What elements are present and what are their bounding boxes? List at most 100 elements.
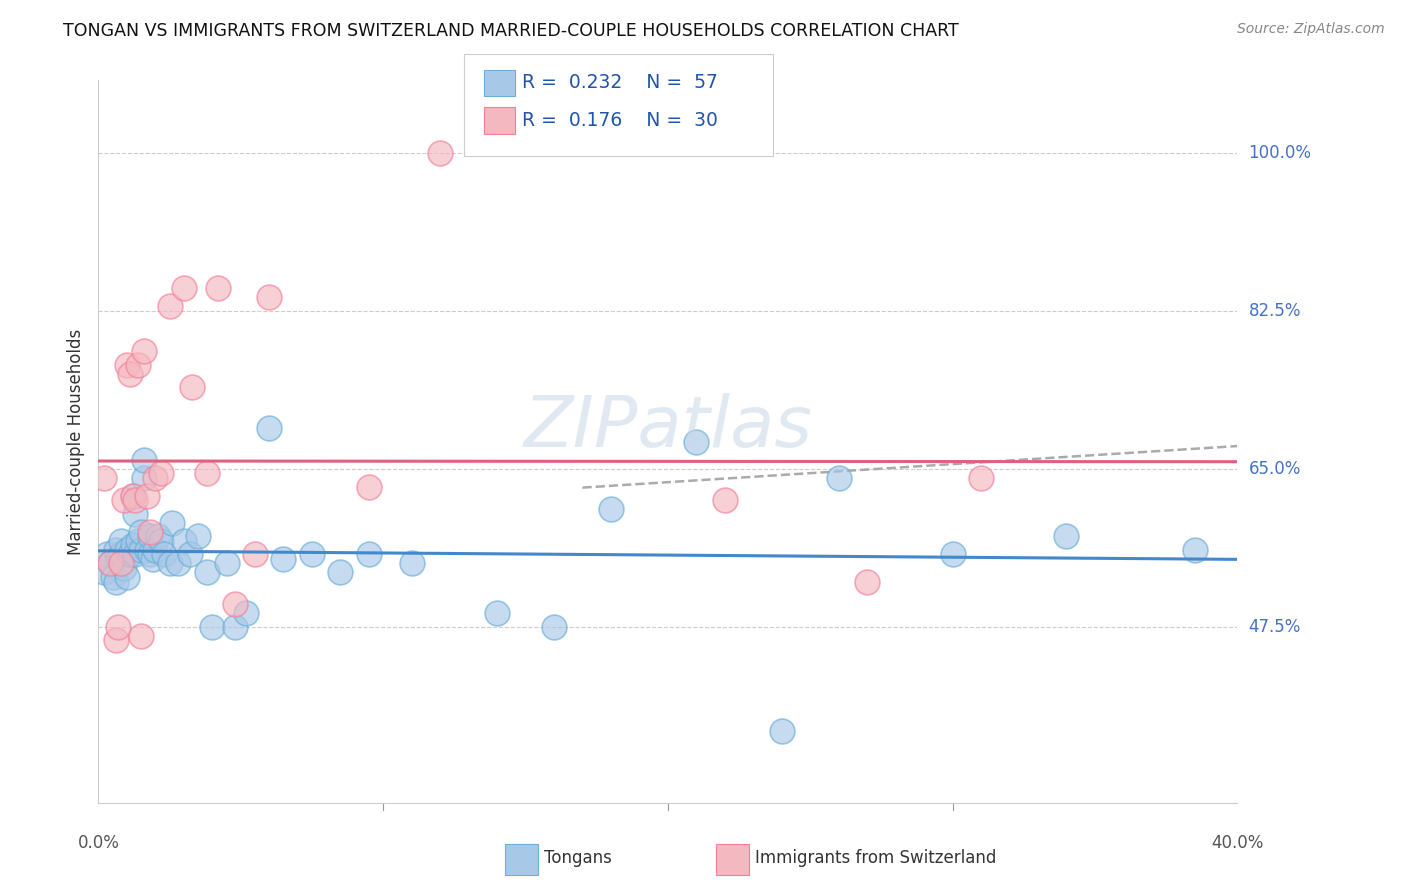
Point: [1184, 542, 1206, 557]
Point: [132, 452, 155, 467]
Point: [132, 471, 155, 485]
Point: [112, 561, 135, 575]
Point: [543, 620, 565, 634]
Point: [856, 574, 879, 589]
Text: Tongans: Tongans: [544, 849, 612, 867]
Point: [124, 493, 146, 508]
Point: [148, 529, 170, 543]
Point: [104, 574, 127, 589]
Point: [173, 533, 195, 548]
Point: [243, 548, 266, 562]
Point: [129, 524, 152, 539]
Point: [110, 557, 132, 571]
Point: [107, 552, 129, 566]
Point: [118, 548, 141, 562]
Point: [145, 542, 167, 557]
Point: [273, 552, 295, 566]
Point: [121, 489, 143, 503]
Point: [93, 566, 115, 580]
Point: [357, 480, 380, 494]
Point: [145, 471, 167, 485]
Text: R =  0.176    N =  30: R = 0.176 N = 30: [522, 111, 717, 130]
Point: [600, 502, 623, 516]
Point: [93, 471, 115, 485]
Text: 40.0%: 40.0%: [1211, 834, 1264, 853]
Point: [224, 597, 246, 611]
Point: [828, 471, 851, 485]
Point: [187, 529, 209, 543]
Point: [110, 557, 132, 571]
Point: [129, 542, 152, 557]
Point: [259, 421, 281, 435]
Text: 100.0%: 100.0%: [1249, 144, 1312, 161]
Point: [162, 516, 184, 530]
Point: [98, 557, 121, 571]
Point: [115, 570, 138, 584]
Point: [115, 542, 138, 557]
Point: [124, 507, 146, 521]
Point: [201, 620, 224, 634]
Text: 47.5%: 47.5%: [1249, 617, 1301, 636]
Text: Immigrants from Switzerland: Immigrants from Switzerland: [755, 849, 997, 867]
Point: [98, 557, 121, 571]
Point: [770, 723, 793, 738]
Point: [96, 548, 118, 562]
Point: [138, 524, 160, 539]
Point: [195, 466, 218, 480]
Text: Source: ZipAtlas.com: Source: ZipAtlas.com: [1237, 22, 1385, 37]
Point: [127, 358, 149, 372]
Point: [129, 629, 152, 643]
Point: [357, 548, 380, 562]
Point: [195, 566, 218, 580]
Point: [259, 290, 281, 304]
Point: [135, 489, 157, 503]
Point: [429, 145, 451, 160]
Point: [138, 548, 160, 562]
Point: [401, 557, 423, 571]
Point: [181, 380, 204, 394]
Point: [329, 566, 352, 580]
Point: [124, 548, 146, 562]
Text: TONGAN VS IMMIGRANTS FROM SWITZERLAND MARRIED-COUPLE HOUSEHOLDS CORRELATION CHAR: TONGAN VS IMMIGRANTS FROM SWITZERLAND MA…: [63, 22, 959, 40]
Point: [942, 548, 965, 562]
Point: [118, 367, 141, 381]
Point: [173, 281, 195, 295]
Text: ZIPatlas: ZIPatlas: [523, 392, 813, 461]
Point: [1056, 529, 1078, 543]
Point: [112, 493, 135, 508]
Point: [207, 281, 229, 295]
Point: [121, 489, 143, 503]
Text: R =  0.232    N =  57: R = 0.232 N = 57: [522, 73, 717, 93]
Text: 65.0%: 65.0%: [1249, 459, 1301, 477]
Point: [141, 552, 163, 566]
Point: [970, 471, 993, 485]
Text: 82.5%: 82.5%: [1249, 301, 1301, 319]
Point: [153, 548, 176, 562]
Point: [135, 542, 157, 557]
Point: [115, 358, 138, 372]
Text: 0.0%: 0.0%: [77, 834, 120, 853]
Point: [215, 557, 238, 571]
Point: [127, 533, 149, 548]
Point: [101, 570, 124, 584]
Point: [685, 434, 707, 449]
Point: [110, 533, 132, 548]
Point: [224, 620, 246, 634]
Point: [104, 542, 127, 557]
Point: [132, 344, 155, 359]
Point: [167, 557, 190, 571]
Point: [159, 299, 181, 313]
Point: [235, 606, 257, 620]
Point: [150, 466, 173, 480]
Point: [301, 548, 323, 562]
Point: [179, 548, 201, 562]
Point: [159, 557, 181, 571]
Point: [486, 606, 509, 620]
Point: [121, 538, 143, 552]
Point: [107, 620, 129, 634]
Point: [714, 493, 737, 508]
Point: [104, 633, 127, 648]
Y-axis label: Married-couple Households: Married-couple Households: [66, 328, 84, 555]
Point: [150, 533, 173, 548]
Point: [138, 529, 160, 543]
